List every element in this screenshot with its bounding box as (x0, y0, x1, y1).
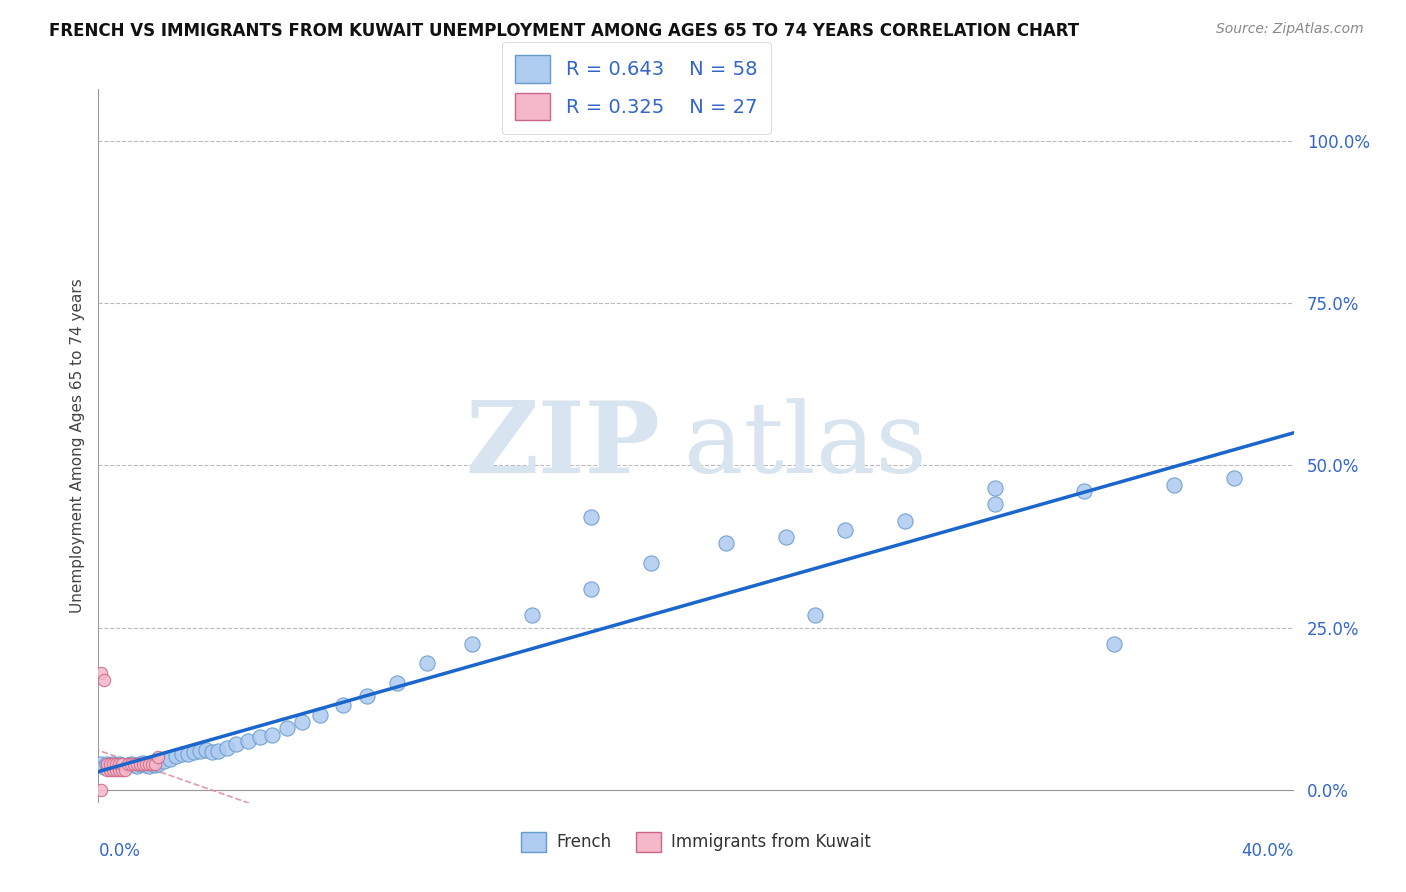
Point (127, 759, 149, 773)
Text: Source: ZipAtlas.com: Source: ZipAtlas.com (1216, 22, 1364, 37)
Point (114, 759, 136, 773)
Point (98, 756, 122, 771)
Point (207, 744, 229, 758)
Point (834, 524, 856, 538)
Point (225, 738, 247, 752)
Point (90, 782, 112, 797)
Point (103, 756, 125, 771)
Text: 0.0%: 0.0% (98, 842, 141, 860)
Point (103, 756, 125, 771)
Text: FRENCH VS IMMIGRANTS FROM KUWAIT UNEMPLOYMENT AMONG AGES 65 TO 74 YEARS CORRELAT: FRENCH VS IMMIGRANTS FROM KUWAIT UNEMPLO… (49, 22, 1080, 40)
Point (111, 756, 134, 771)
Point (165, 749, 187, 764)
Legend: French, Immigrants from Kuwait: French, Immigrants from Kuwait (515, 825, 877, 859)
Point (143, 758, 166, 772)
Point (93, 760, 115, 774)
Point (127, 756, 149, 771)
Point (103, 764, 125, 778)
Point (984, 497, 1007, 511)
Point (1073, 484, 1095, 499)
Point (461, 637, 484, 651)
Point (332, 698, 354, 713)
Point (148, 756, 170, 771)
Point (124, 758, 146, 772)
Point (135, 758, 157, 772)
Point (260, 728, 283, 742)
Point (117, 756, 139, 771)
Point (714, 536, 737, 550)
Point (153, 754, 176, 768)
Point (96, 764, 118, 778)
Point (1163, 478, 1185, 492)
Point (276, 721, 298, 735)
Point (201, 745, 224, 759)
Text: 40.0%: 40.0% (1241, 842, 1294, 860)
Point (114, 764, 136, 778)
Point (581, 510, 603, 524)
Point (96, 756, 118, 771)
Point (308, 708, 330, 723)
Point (520, 607, 543, 622)
Point (96, 756, 118, 771)
Point (195, 742, 218, 756)
Point (775, 530, 797, 544)
Point (416, 657, 439, 671)
Point (132, 756, 155, 770)
Point (111, 758, 134, 772)
Point (141, 756, 163, 771)
Point (385, 675, 409, 690)
Point (120, 756, 142, 771)
Point (159, 752, 181, 766)
Point (249, 730, 271, 744)
Point (105, 760, 128, 774)
Point (98, 764, 122, 778)
Point (141, 756, 163, 770)
Point (291, 714, 314, 729)
Point (124, 756, 146, 771)
Point (138, 759, 160, 773)
Point (894, 514, 917, 528)
Point (117, 758, 139, 772)
Point (108, 764, 131, 778)
Point (984, 481, 1007, 495)
Point (132, 756, 155, 771)
Point (143, 756, 166, 771)
Point (177, 747, 200, 761)
Point (129, 756, 152, 771)
Point (640, 556, 662, 570)
Point (111, 764, 134, 778)
Y-axis label: Unemployment Among Ages 65 to 74 years: Unemployment Among Ages 65 to 74 years (69, 278, 84, 614)
Point (90, 756, 112, 771)
Point (1104, 637, 1126, 651)
Point (129, 756, 152, 771)
Point (93, 673, 115, 687)
Point (804, 607, 827, 622)
Text: atlas: atlas (685, 398, 927, 494)
Point (215, 740, 238, 755)
Point (138, 756, 160, 771)
Point (108, 756, 131, 771)
Point (172, 747, 194, 761)
Point (356, 689, 378, 703)
Point (236, 734, 259, 748)
Point (108, 756, 131, 771)
Point (135, 756, 157, 771)
Point (105, 756, 128, 771)
Point (1223, 471, 1246, 485)
Point (105, 764, 128, 778)
Point (148, 750, 170, 764)
Point (183, 745, 205, 759)
Point (188, 744, 211, 758)
Point (581, 582, 603, 596)
Point (98, 760, 122, 774)
Point (120, 756, 142, 771)
Text: ZIP: ZIP (465, 398, 661, 494)
Point (90, 666, 112, 681)
